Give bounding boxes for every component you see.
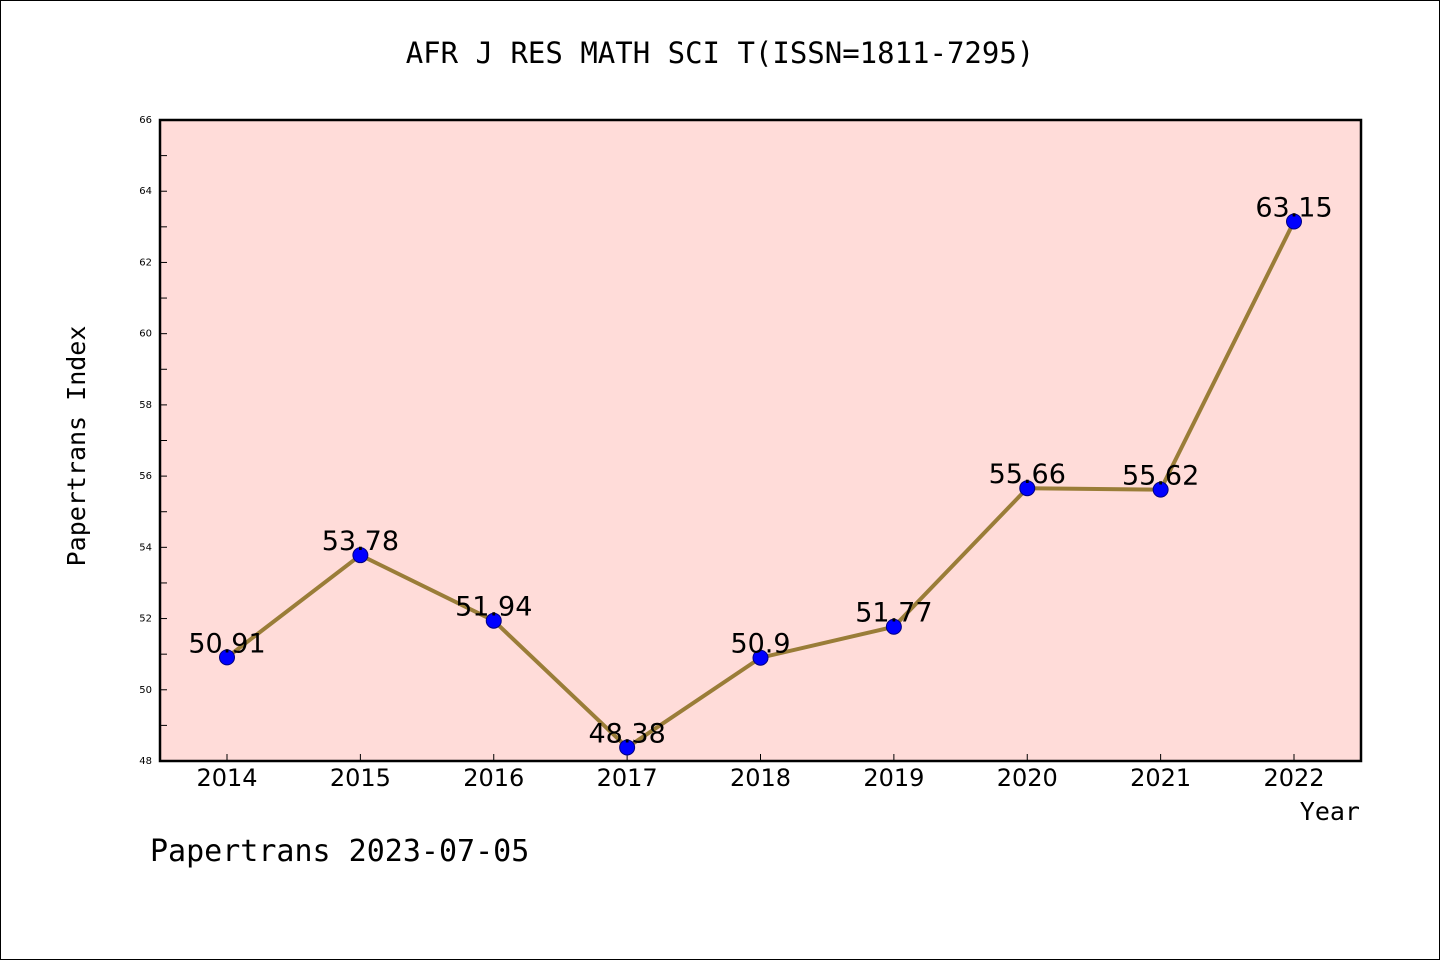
x-tick-label: 2015 [330,764,391,792]
footer-watermark: Papertrans 2023-07-05 [150,834,530,869]
y-tick-label: 64 [139,186,152,197]
data-label: 63.15 [1255,192,1332,223]
y-tick-label: 54 [139,542,152,553]
data-point [352,547,369,564]
data-point [219,649,235,666]
y-tick-label: 60 [139,329,152,340]
data-label: 50.91 [188,628,265,659]
data-point [1019,480,1036,497]
chart-title: AFR J RES MATH SCI T(ISSN=1811-7295) [405,36,1035,70]
y-tick-label: 66 [139,115,152,126]
x-axis-label: Year [1300,797,1360,826]
x-axis: 2014 2015 2016 2017 2018 2019 2020 2021 2022 [196,754,1325,792]
data-label: 55.62 [1122,461,1199,492]
data-point [752,649,769,666]
data-point [885,618,902,635]
y-tick-label: 56 [139,471,152,482]
data-label: 50.9 [730,629,790,660]
x-tick-label: 2022 [1263,764,1324,792]
x-tick-label: 2020 [997,764,1058,792]
x-tick-label: 2019 [863,764,924,792]
data-label: 53.78 [322,526,399,557]
data-point [619,739,636,756]
data-label: 51.94 [455,592,532,623]
data-label: 55.66 [989,459,1066,490]
series-layer [219,213,1302,756]
plot-border [158,118,1363,763]
data-point [1286,213,1302,230]
data-label-layer: 50.91 53.78 51.94 48.38 50.9 51.77 55.66 55.62 6… [188,192,1332,749]
x-tick-label: 2017 [597,764,658,792]
y-tick-label: 62 [139,257,152,268]
data-label: 51.77 [855,598,932,629]
y-tick-label: 48 [139,756,152,767]
x-tick-label: 2021 [1130,764,1191,792]
data-point [485,612,502,629]
data-point [1152,481,1169,498]
y-axis-label: Papertrans Index [62,326,91,567]
y-tick-label: 50 [139,685,152,696]
y-tick-label: 58 [139,400,152,411]
x-tick-label: 2014 [196,764,257,792]
data-label: 48.38 [588,718,665,749]
x-tick-label: 2018 [730,764,791,792]
x-tick-label: 2016 [463,764,524,792]
y-tick-label: 52 [139,614,152,625]
